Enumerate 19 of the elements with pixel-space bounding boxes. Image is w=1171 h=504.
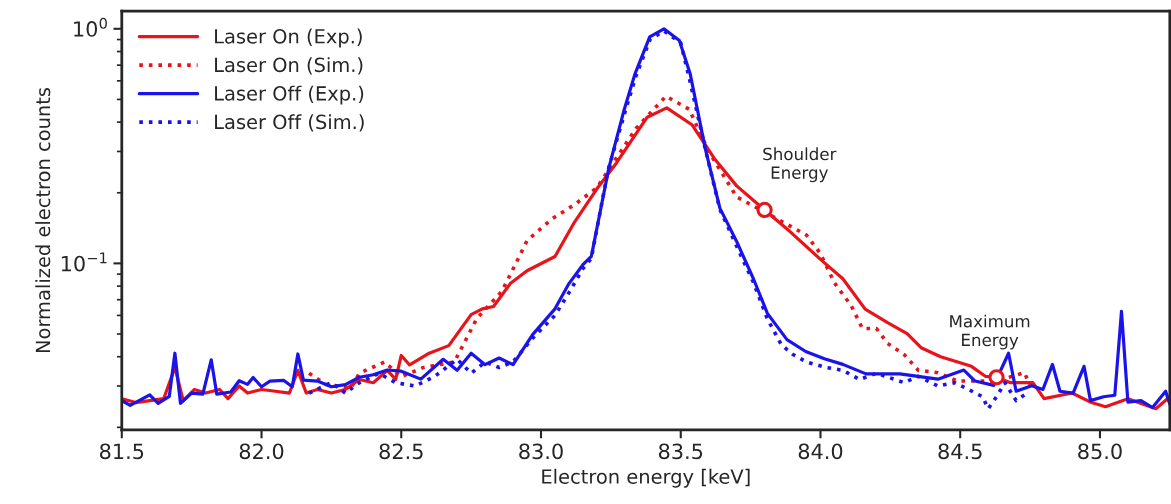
- line-series: [121, 27, 1170, 410]
- legend-label: Laser On (Sim.): [215, 57, 363, 75]
- x-tick-label: 82.5: [379, 443, 423, 460]
- x-tick-label: 84.0: [798, 443, 843, 460]
- x-tick-label: 83.5: [658, 443, 703, 460]
- y-axis-title: Normalized electron counts: [35, 87, 51, 353]
- y-tick-label: 10$^{−1}$: [61, 252, 107, 272]
- x-tick-label: 81.5: [100, 443, 144, 460]
- legend-label: Laser On (Exp.): [215, 28, 362, 48]
- legend-label: Laser Off (Sim.): [215, 114, 364, 132]
- annotation: Maximum Energy: [950, 314, 1030, 350]
- y-tick-label: 10$^{0}$: [74, 17, 107, 37]
- x-tick-label: 84.5: [938, 443, 982, 460]
- x-axis-title: Electron energy [keV]: [542, 468, 750, 488]
- x-tick-label: 82.0: [239, 443, 284, 460]
- legend-label: Laser Off (Exp.): [215, 85, 364, 105]
- x-tick-label: 85.0: [1078, 443, 1122, 460]
- annotation: Shoulder Energy: [763, 147, 837, 183]
- x-tick-label: 83.0: [519, 443, 563, 460]
